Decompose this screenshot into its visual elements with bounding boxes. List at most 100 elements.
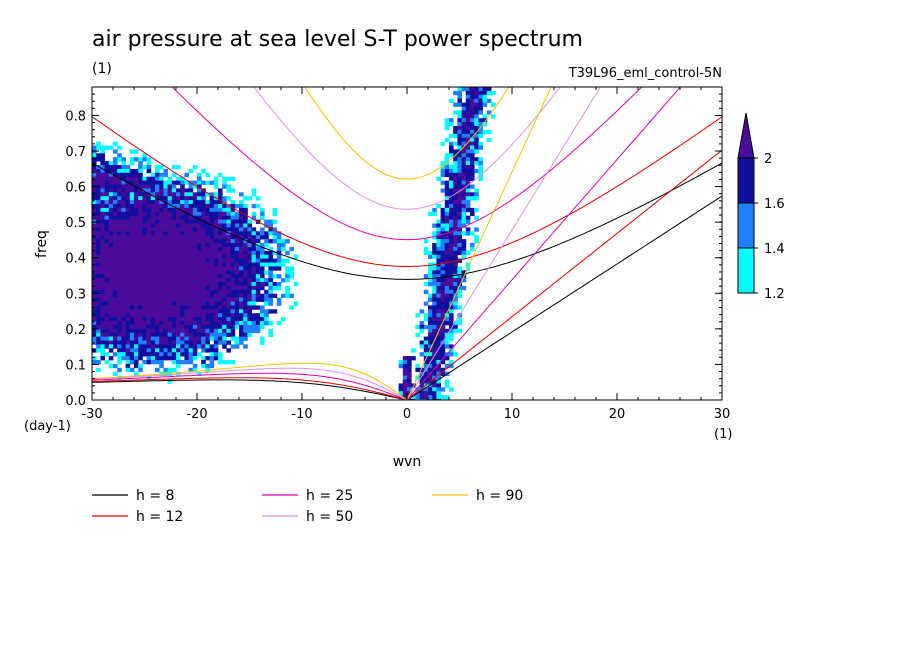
power-cell — [440, 274, 446, 279]
power-cell — [268, 332, 273, 337]
power-cell — [222, 313, 227, 318]
power-cell — [407, 375, 412, 380]
power-cell — [268, 219, 273, 224]
power-cell — [209, 282, 215, 287]
power-cell — [150, 262, 156, 267]
power-cell — [205, 215, 210, 220]
power-cell — [398, 387, 404, 392]
power-cell — [436, 344, 441, 349]
power-cell — [213, 258, 219, 263]
power-cell — [457, 317, 462, 322]
power-cell — [440, 243, 446, 248]
power-cell — [276, 285, 282, 291]
power-cell — [201, 282, 206, 287]
power-cell — [226, 328, 231, 334]
power-cell — [121, 157, 126, 162]
power-cell — [440, 223, 446, 228]
power-cell — [138, 227, 143, 232]
power-cell — [436, 375, 441, 380]
power-cell — [125, 278, 131, 283]
power-cell — [239, 204, 244, 209]
power-cell — [129, 285, 135, 291]
power-cell — [121, 168, 126, 174]
power-cell — [167, 246, 173, 252]
power-cell — [146, 270, 152, 275]
power-cell — [184, 243, 189, 248]
power-cell — [419, 375, 425, 380]
power-cell — [125, 262, 131, 267]
power-cell — [209, 262, 215, 267]
power-cell — [251, 328, 257, 334]
power-cell — [276, 297, 282, 302]
power-cell — [453, 196, 458, 201]
power-cell — [142, 223, 147, 228]
power-cell — [96, 340, 101, 345]
power-cell — [272, 219, 278, 224]
power-cell — [281, 239, 286, 244]
power-cell — [428, 356, 433, 361]
power-cell — [184, 348, 189, 353]
power-cell — [449, 235, 454, 240]
power-cell — [100, 153, 105, 158]
power-cell — [100, 301, 105, 306]
power-cell — [239, 266, 244, 271]
power-cell — [486, 87, 492, 92]
power-cell — [230, 285, 236, 291]
power-cell — [100, 196, 105, 201]
power-cell — [113, 219, 118, 224]
power-cell — [180, 352, 185, 357]
power-cell — [171, 352, 177, 357]
power-cell — [201, 231, 206, 236]
power-cell — [222, 254, 227, 259]
power-cell — [432, 282, 437, 287]
power-cell — [453, 243, 458, 248]
power-cell — [197, 309, 202, 314]
power-cell — [474, 126, 479, 131]
power-cell — [188, 285, 194, 291]
power-cell — [155, 270, 160, 275]
power-cell — [218, 266, 223, 271]
power-cell — [138, 223, 143, 228]
power-cell — [150, 207, 156, 213]
power-cell — [268, 293, 273, 298]
power-cell — [192, 282, 198, 287]
power-cell — [163, 274, 168, 279]
power-cell — [209, 239, 215, 244]
power-cell — [167, 356, 173, 361]
power-cell — [432, 344, 437, 349]
power-cell — [402, 375, 408, 380]
power-cell — [163, 367, 168, 373]
power-cell — [134, 262, 139, 267]
power-cell — [180, 204, 185, 209]
power-cell — [222, 207, 227, 213]
power-cell — [407, 391, 412, 396]
power-cell — [146, 352, 152, 357]
power-cell — [260, 278, 265, 283]
power-cell — [419, 395, 425, 400]
power-cell — [453, 157, 458, 162]
power-cell — [457, 114, 462, 119]
power-cell — [155, 227, 160, 232]
power-cell — [239, 254, 244, 259]
power-cell — [108, 180, 114, 185]
power-cell — [159, 352, 164, 357]
x-tick-label: -20 — [186, 407, 207, 422]
power-cell — [129, 207, 135, 213]
power-cell — [247, 258, 252, 263]
power-cell — [465, 250, 471, 256]
power-cell — [222, 180, 227, 185]
power-cell — [159, 262, 164, 267]
power-cell — [125, 301, 131, 306]
power-cell — [276, 231, 282, 236]
power-cell — [155, 262, 160, 267]
power-cell — [218, 204, 223, 209]
power-cell — [188, 215, 194, 220]
power-cell — [457, 223, 462, 228]
power-cell — [92, 176, 97, 181]
power-cell — [150, 332, 156, 337]
power-cell — [146, 227, 152, 232]
power-cell — [192, 200, 198, 205]
power-cell — [176, 305, 181, 310]
power-cell — [138, 196, 143, 201]
power-cell — [197, 270, 202, 275]
